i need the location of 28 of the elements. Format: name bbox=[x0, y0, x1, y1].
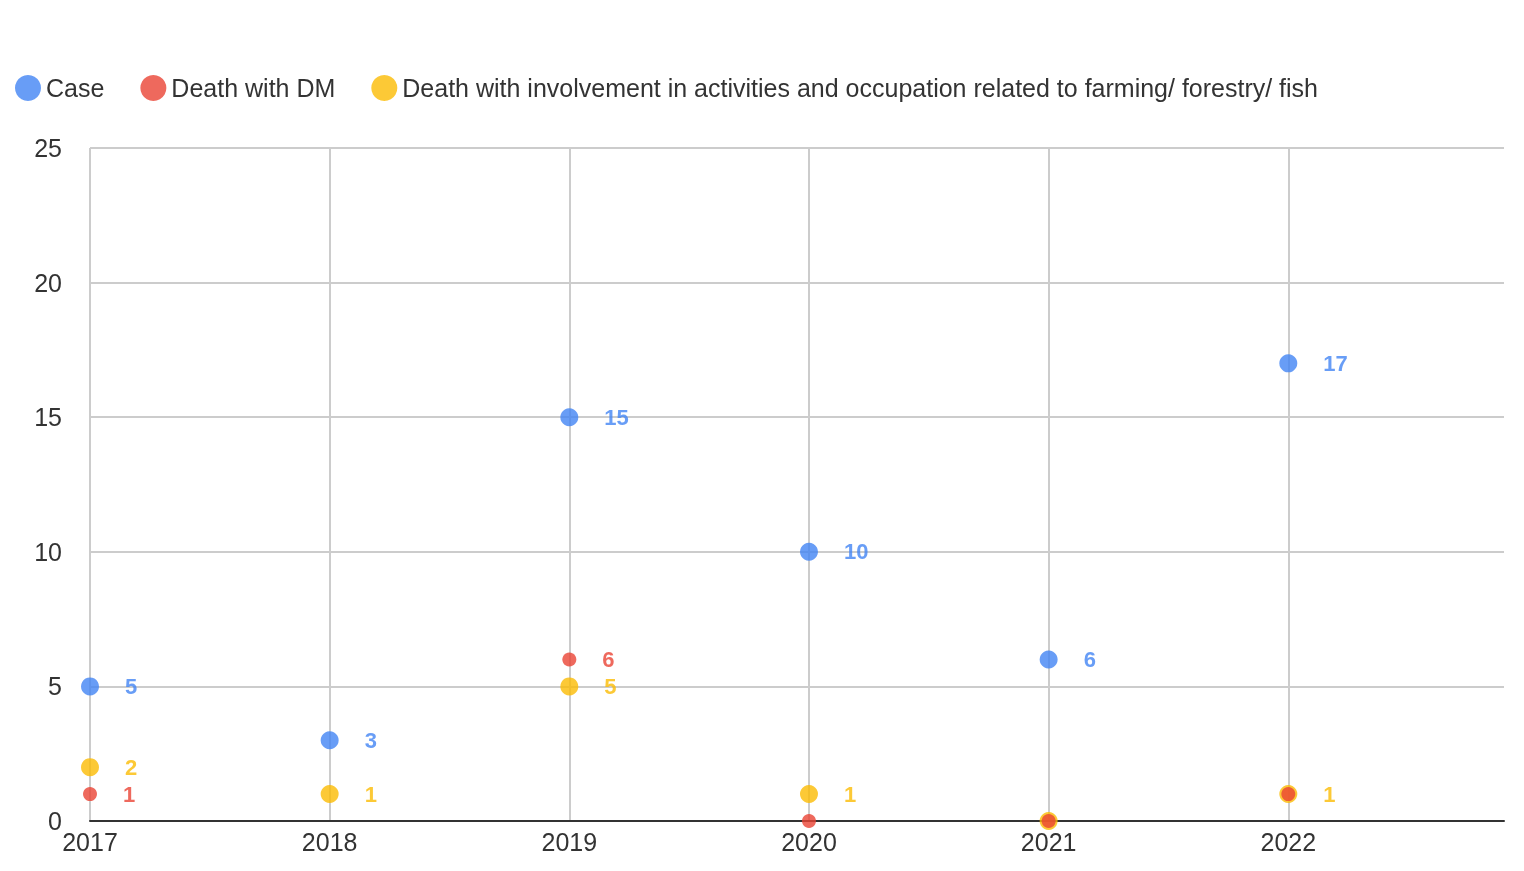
legend-label: Death with involvement in activities and occupation related to farming/ forestry/ fish bbox=[402, 74, 1319, 102]
data-label: 1 bbox=[123, 781, 136, 807]
x-tick-label: 2019 bbox=[541, 827, 598, 856]
legend-label: Case bbox=[46, 74, 105, 102]
y-tick-label: 10 bbox=[34, 537, 62, 566]
data-label: 6 bbox=[602, 646, 615, 672]
data-label: 10 bbox=[843, 539, 869, 565]
data-label: 6 bbox=[1083, 646, 1096, 672]
legend-label: Death with DM bbox=[171, 74, 336, 102]
x-tick-label: 2022 bbox=[1260, 827, 1317, 856]
x-tick-label: 2017 bbox=[62, 827, 118, 856]
data-label: 5 bbox=[604, 673, 617, 699]
x-tick-label: 2018 bbox=[301, 827, 358, 856]
y-tick-label: 15 bbox=[34, 403, 62, 432]
x-tick-label: 2021 bbox=[1020, 827, 1077, 856]
data-label: 17 bbox=[1323, 350, 1348, 376]
data-label: 2 bbox=[125, 754, 138, 780]
data-label: 15 bbox=[604, 404, 629, 430]
data-label: 1 bbox=[364, 781, 377, 807]
y-tick-label: 20 bbox=[34, 268, 62, 297]
data-label: 1 bbox=[843, 781, 857, 807]
y-tick-label: 5 bbox=[48, 672, 62, 701]
data-label: 3 bbox=[364, 727, 377, 753]
data-label: 5 bbox=[125, 673, 138, 699]
y-tick-label: 25 bbox=[34, 134, 62, 162]
x-tick-label: 2020 bbox=[781, 827, 837, 856]
y-tick-label: 0 bbox=[48, 807, 62, 835]
data-label: 1 bbox=[1323, 781, 1336, 807]
